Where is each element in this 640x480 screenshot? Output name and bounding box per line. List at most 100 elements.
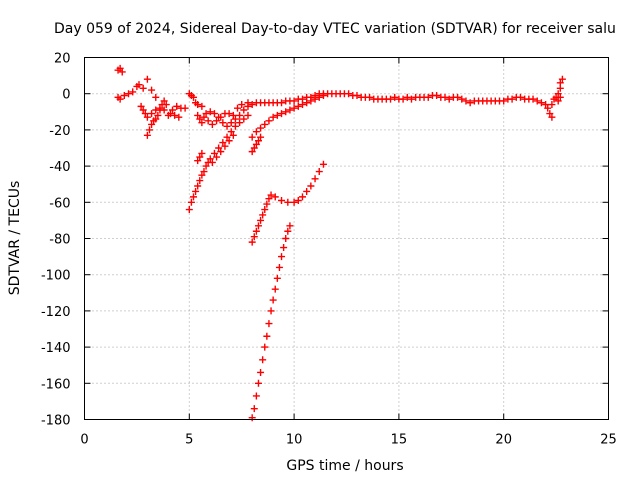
- data-point: [206, 108, 214, 116]
- data-point: [248, 414, 256, 422]
- data-point: [548, 113, 556, 121]
- data-point: [198, 149, 206, 157]
- y-tick-label: 0: [62, 88, 70, 103]
- data-point: [257, 133, 265, 141]
- data-point: [198, 119, 206, 127]
- data-point: [265, 117, 273, 125]
- data-point: [120, 92, 128, 100]
- data-point: [265, 195, 273, 203]
- data-point: [286, 222, 294, 230]
- data-point: [558, 75, 566, 83]
- data-point: [252, 140, 260, 148]
- data-point: [236, 111, 244, 119]
- data-point: [213, 153, 221, 161]
- data-point: [206, 155, 214, 163]
- data-point: [200, 168, 208, 176]
- x-tick-label: 25: [600, 433, 617, 448]
- data-point: [118, 68, 126, 76]
- axis-ticks: [84, 57, 609, 420]
- data-point: [454, 93, 462, 101]
- data-point: [143, 131, 151, 139]
- data-point: [259, 356, 267, 364]
- data-point: [250, 405, 258, 413]
- x-tick-label: 0: [80, 433, 88, 448]
- data-point: [252, 227, 260, 235]
- x-tick-label: 10: [286, 433, 303, 448]
- data-point: [194, 157, 202, 165]
- data-point: [500, 97, 508, 105]
- data-point: [254, 379, 262, 387]
- data-point: [278, 253, 286, 261]
- data-point: [271, 193, 279, 201]
- plot-frame: [84, 57, 609, 420]
- data-point: [508, 95, 516, 103]
- data-point: [462, 97, 470, 105]
- data-point: [192, 187, 200, 195]
- data-point: [152, 115, 160, 123]
- data-point: [189, 193, 197, 201]
- data-point: [257, 124, 265, 132]
- data-point: [227, 128, 235, 136]
- data-point: [282, 235, 290, 242]
- data-point: [445, 95, 453, 103]
- grid-layer: [84, 57, 609, 420]
- data-point: [248, 133, 256, 141]
- y-tick-label: -20: [49, 124, 70, 139]
- data-point: [286, 106, 294, 114]
- data-point: [290, 104, 298, 112]
- data-point: [143, 113, 151, 121]
- data-point: [269, 113, 277, 121]
- data-point: [248, 148, 256, 156]
- data-point: [345, 90, 353, 98]
- data-point: [267, 191, 275, 199]
- data-point: [219, 119, 227, 127]
- tick-labels: 0 5 10 15 20 25 20 0 -20 -40 -60 -80 -100 -120 -140 -16…: [41, 52, 617, 448]
- data-point: [125, 90, 133, 98]
- data-point: [537, 99, 545, 107]
- data-point: [223, 133, 231, 141]
- y-tick-label: -180: [41, 414, 71, 429]
- y-tick-label: -120: [41, 305, 71, 320]
- data-point: [298, 95, 306, 103]
- data-point: [556, 79, 564, 87]
- data-point: [250, 233, 258, 241]
- data-point: [213, 117, 221, 125]
- data-point: [303, 187, 311, 195]
- data-point: [194, 101, 202, 109]
- data-point: [466, 99, 474, 107]
- x-tick-label: 5: [185, 433, 193, 448]
- data-point: [143, 75, 151, 83]
- data-point: [189, 93, 197, 101]
- data-point: [529, 95, 537, 103]
- data-point: [225, 110, 233, 118]
- data-point: [181, 104, 189, 112]
- data-point: [194, 182, 202, 190]
- data-point: [548, 101, 556, 109]
- data-point: [223, 122, 231, 130]
- y-tick-label: -40: [49, 160, 70, 175]
- data-point: [254, 137, 262, 145]
- data-point: [271, 285, 279, 293]
- data-point: [399, 95, 407, 103]
- data-point: [171, 111, 179, 119]
- data-point: [240, 106, 248, 114]
- y-tick-label: -100: [41, 269, 71, 284]
- chart-title: Day 059 of 2024, Sidereal Day-to-day VTE…: [54, 21, 616, 37]
- data-point: [145, 126, 153, 134]
- data-point: [353, 92, 361, 100]
- data-point: [208, 120, 216, 128]
- data-point: [554, 90, 562, 98]
- data-point: [278, 99, 286, 107]
- data-point: [278, 110, 286, 118]
- data-point: [546, 110, 554, 118]
- data-point: [315, 168, 323, 176]
- data-point: [252, 128, 260, 136]
- data-point: [139, 84, 147, 92]
- data-point: [225, 137, 233, 145]
- data-point: [198, 171, 206, 179]
- data-point: [202, 162, 210, 170]
- data-point: [141, 110, 149, 118]
- data-point: [185, 206, 193, 214]
- data-point: [196, 153, 204, 161]
